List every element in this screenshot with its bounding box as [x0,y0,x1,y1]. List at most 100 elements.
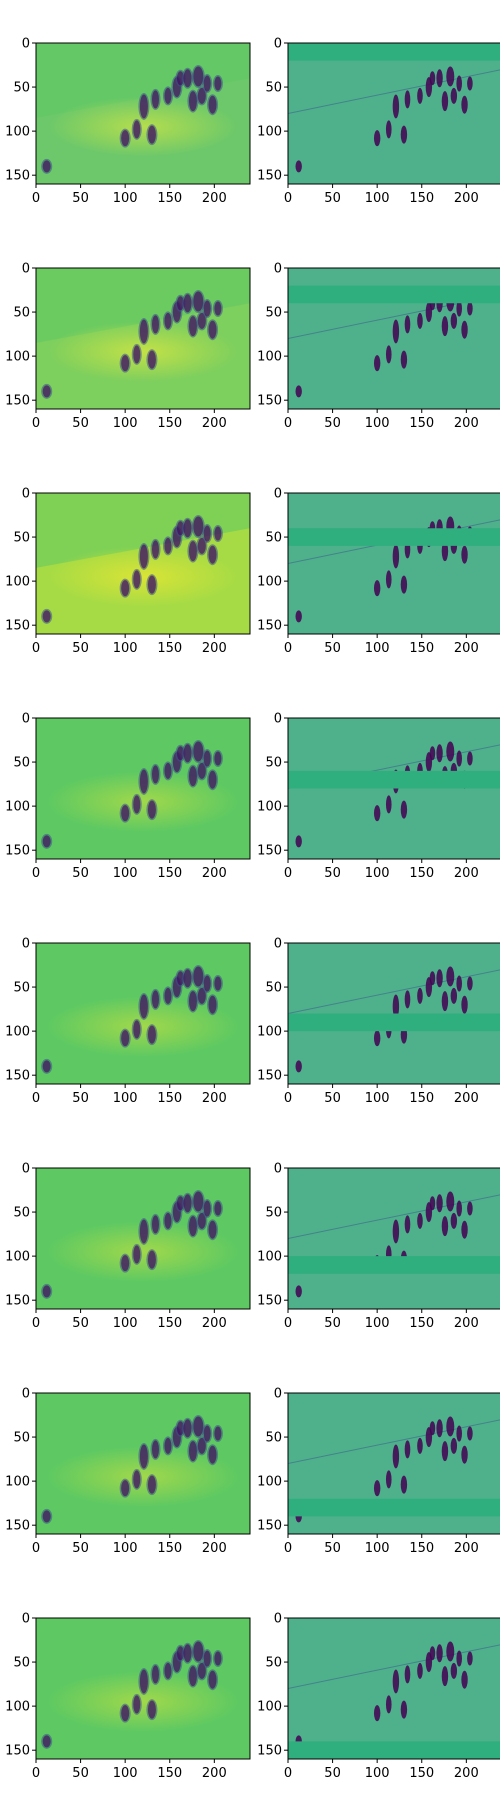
heatmap-image [288,43,500,184]
x-tick-label: 200 [454,1091,479,1106]
y-tick-label: 0 [22,487,30,502]
heatmap-image [288,718,500,859]
y-tick-label: 50 [265,81,282,96]
x-tick-label: 100 [365,416,390,431]
x-tick-label: 100 [113,191,138,206]
y-tick-label: 50 [13,1656,30,1671]
y-tick-label: 150 [5,1294,30,1309]
x-tick-label: 100 [113,641,138,656]
heatmap-image [288,1393,500,1534]
x-tick-label: 200 [454,191,479,206]
y-tick-label: 50 [13,1431,30,1446]
axes-frame [287,717,500,860]
x-tick-label: 100 [113,1316,138,1331]
subplot-r7-left: 0 50 100 150 200 0 50 100 150 [5,1387,251,1556]
x-tick-label: 50 [324,191,341,206]
x-tick-label: 150 [409,1766,434,1781]
axes-frame [35,42,251,185]
y-tick-label: 150 [257,1744,282,1759]
y-tick-label: 0 [274,487,282,502]
axes-frame [287,42,500,185]
subplot-r7-right: 0 50 100 150 200 0 50 100 150 [257,1387,500,1556]
x-tick-label: 0 [284,1541,292,1556]
axes-frame [287,1617,500,1760]
x-tick-label: 50 [324,1541,341,1556]
x-tick-label: 50 [72,191,89,206]
x-tick-label: 200 [454,1316,479,1331]
heatmap-image [36,1393,250,1534]
subplot-r2-left: 0 50 100 150 200 0 50 100 150 [5,262,251,431]
x-tick-label: 200 [454,416,479,431]
x-tick-label: 150 [157,866,182,881]
x-tick-label: 0 [284,191,292,206]
y-tick-label: 100 [257,1025,282,1040]
masked-band [288,1013,500,1032]
x-tick-label: 200 [202,866,227,881]
x-tick-label: 200 [202,1541,227,1556]
y-tick-label: 150 [257,169,282,184]
y-tick-label: 50 [265,1431,282,1446]
subplot-r8-right: 0 50 100 150 200 0 50 100 150 [257,1612,500,1781]
y-tick-label: 100 [257,1475,282,1490]
y-tick-label: 100 [5,1700,30,1715]
x-tick-label: 200 [202,416,227,431]
x-tick-label: 200 [202,191,227,206]
y-tick-label: 50 [13,306,30,321]
x-tick-label: 200 [202,1316,227,1331]
x-tick-label: 150 [157,191,182,206]
subplot-r8-left: 0 50 100 150 200 0 50 100 150 [5,1612,251,1781]
x-tick-label: 50 [72,866,89,881]
y-tick-label: 150 [5,169,30,184]
x-tick-label: 100 [365,641,390,656]
x-tick-label: 100 [365,1091,390,1106]
x-tick-label: 0 [284,1091,292,1106]
x-tick-label: 50 [72,1541,89,1556]
y-tick-label: 0 [22,937,30,952]
masked-band [288,285,500,304]
y-tick-label: 100 [257,1250,282,1265]
x-tick-label: 100 [113,866,138,881]
axes-frame [35,1392,251,1535]
subplot-r5-left: 0 50 100 150 200 0 50 100 150 [5,937,251,1106]
y-tick-label: 100 [5,350,30,365]
subplot-r4-right: 0 50 100 150 200 0 50 100 150 [257,712,500,881]
y-tick-label: 150 [5,844,30,859]
y-tick-label: 150 [257,1294,282,1309]
heatmap-image [36,1618,250,1759]
x-tick-label: 100 [365,1541,390,1556]
y-tick-label: 100 [257,1700,282,1715]
y-tick-label: 150 [5,1744,30,1759]
y-tick-label: 100 [257,350,282,365]
axes-frame [287,942,500,1085]
x-tick-label: 200 [454,866,479,881]
x-tick-label: 0 [284,1316,292,1331]
x-tick-label: 0 [32,1091,40,1106]
x-tick-label: 100 [365,191,390,206]
y-tick-label: 150 [5,619,30,634]
x-tick-label: 0 [284,641,292,656]
subplot-r5-right: 0 50 100 150 200 0 50 100 150 [257,937,500,1106]
x-tick-label: 50 [324,1766,341,1781]
x-tick-label: 0 [32,1541,40,1556]
subplot-r1-right: 0 50 100 150 200 0 50 100 150 [257,37,500,206]
x-tick-label: 200 [202,1091,227,1106]
x-tick-label: 50 [324,1091,341,1106]
subplot-r3-left: 0 50 100 150 200 0 50 100 150 [5,487,251,656]
heatmap-image [288,1618,500,1759]
x-tick-label: 0 [32,1766,40,1781]
x-tick-label: 0 [32,866,40,881]
x-tick-label: 0 [32,641,40,656]
axes-frame [35,492,251,635]
y-tick-label: 100 [257,125,282,140]
x-tick-label: 50 [324,1316,341,1331]
x-tick-label: 150 [409,1541,434,1556]
subplot-r3-right: 0 50 100 150 200 0 50 100 150 [257,487,500,656]
y-tick-label: 100 [257,575,282,590]
heatmap-image [288,943,500,1084]
axes-frame [287,267,500,410]
x-tick-label: 200 [202,1766,227,1781]
x-tick-label: 50 [72,1766,89,1781]
x-tick-label: 150 [157,416,182,431]
